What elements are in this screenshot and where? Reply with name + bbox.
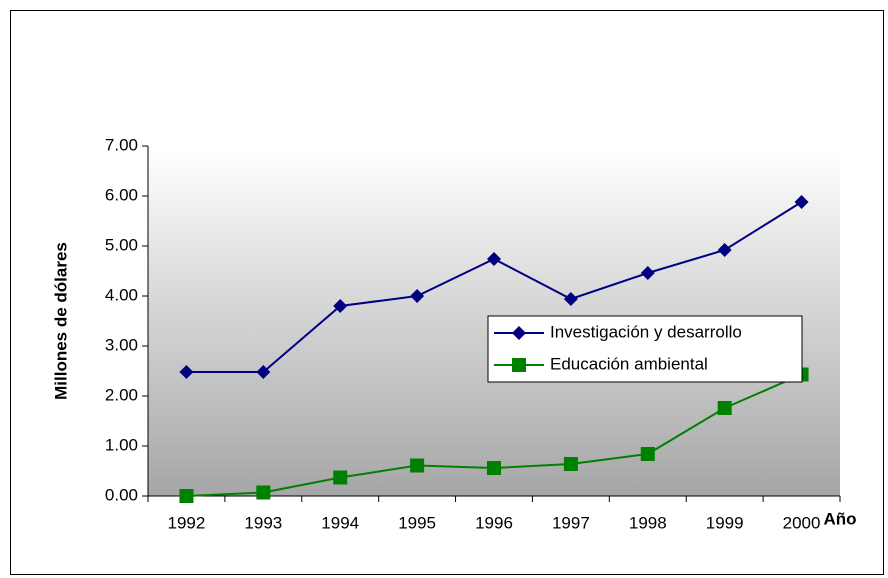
marker	[717, 243, 732, 257]
x-tick-label: 1993	[244, 513, 282, 532]
marker	[794, 195, 809, 209]
x-tick-label: 1996	[475, 513, 513, 532]
y-tick-label: 4.00	[105, 285, 138, 304]
x-axis-label: Año	[823, 509, 856, 528]
y-tick-label: 0.00	[105, 485, 138, 504]
x-tick-label: 1998	[629, 513, 667, 532]
marker	[512, 326, 526, 340]
x-tick-label: 1999	[706, 513, 744, 532]
x-tick-label: 1992	[168, 513, 206, 532]
marker	[563, 292, 578, 306]
x-tick-label: 1997	[552, 513, 590, 532]
marker	[256, 365, 271, 379]
marker	[563, 457, 578, 471]
x-tick-label: 1995	[398, 513, 436, 532]
y-tick-label: 2.00	[105, 385, 138, 404]
marker	[640, 266, 655, 280]
legend	[487, 315, 803, 383]
x-tick-label: 1994	[321, 513, 359, 532]
y-axis-label: Millones de dólares	[51, 242, 70, 400]
marker	[487, 461, 501, 475]
x-tick-label: 2000	[783, 513, 821, 532]
marker	[640, 447, 655, 461]
legend-label: Investigación y desarrollo	[550, 322, 742, 341]
marker	[717, 401, 732, 415]
y-tick-label: 5.00	[105, 235, 138, 254]
marker	[410, 458, 425, 473]
marker	[410, 289, 425, 303]
marker	[179, 489, 194, 503]
y-tick-label: 7.00	[105, 135, 138, 154]
marker	[333, 470, 348, 485]
marker	[487, 252, 501, 266]
marker	[256, 485, 271, 500]
legend-label: Educación ambiental	[550, 354, 708, 373]
marker	[333, 299, 348, 313]
marker	[512, 358, 526, 372]
marker	[179, 365, 194, 379]
y-tick-label: 3.00	[105, 335, 138, 354]
y-tick-label: 6.00	[105, 185, 138, 204]
y-tick-label: 1.00	[105, 435, 138, 454]
